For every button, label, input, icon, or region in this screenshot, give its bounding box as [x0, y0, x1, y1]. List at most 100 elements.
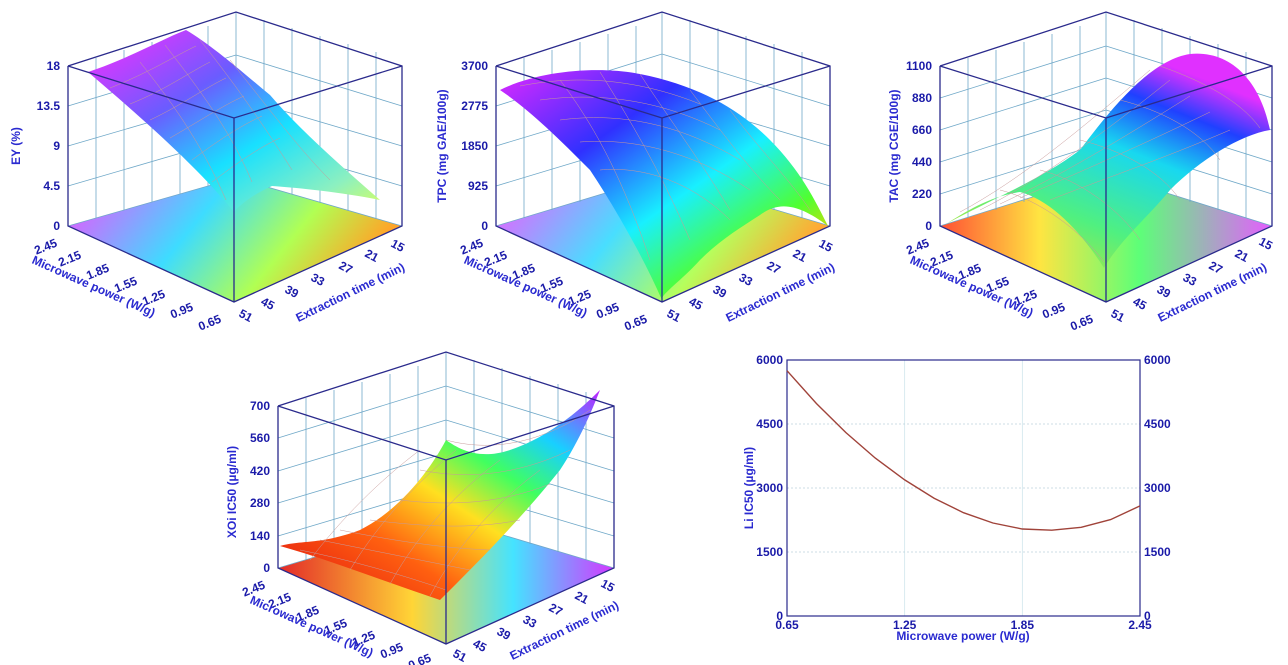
tpc-z-tick: 925 [468, 179, 488, 193]
tac-z-tick: 880 [912, 91, 932, 105]
xoi-y-tick: 51 [451, 646, 470, 665]
tac-z-tick: 660 [912, 123, 932, 137]
ey-z-tick: 13.5 [37, 99, 61, 113]
xoi-y-tick: 45 [471, 636, 490, 655]
tpc-z-axis-label: TPC (mg GAE/100g) [435, 89, 449, 202]
xoi-z-tick: 0 [263, 561, 270, 575]
ey-y-tick: 15 [389, 236, 408, 255]
tac-z-tick: 1100 [906, 59, 932, 73]
tpc-y-tick: 21 [791, 246, 810, 265]
panel-tac: 0 220 440 660 880 1100 2.45 2.15 1.85 1.… [887, 11, 1276, 334]
xoi-y-tick: 27 [547, 600, 566, 619]
ey-x-tick: 0.95 [168, 300, 195, 322]
ey-y-tick: 51 [237, 306, 256, 325]
li-y2-tick: 3000 [1144, 481, 1171, 495]
tac-z-axis-label: TAC (mg CGE/100g) [887, 89, 901, 202]
tac-x-tick: 0.65 [1068, 312, 1095, 334]
li-x-axis-label: Microwave power (W/g) [896, 629, 1029, 643]
ey-contour-plane [68, 178, 402, 302]
xoi-y-tick: 39 [495, 624, 514, 643]
tpc-y-axis-label: Extraction time (min) [724, 260, 837, 325]
tpc-y-tick: 45 [687, 294, 706, 313]
li-y-ticks: 0 1500 3000 4500 6000 [756, 353, 783, 623]
tac-y-tick: 21 [1233, 246, 1252, 265]
tpc-z-tick: 2775 [461, 99, 488, 113]
tac-z-tick: 0 [925, 219, 932, 233]
panel-li: 0 1500 3000 4500 6000 0 1500 3000 4500 6… [742, 353, 1171, 643]
tpc-y-ticks: 15 21 27 33 39 45 51 [665, 236, 836, 325]
tac-z-tick: 440 [912, 155, 932, 169]
tpc-z-tick: 1850 [461, 139, 488, 153]
xoi-y-tick: 33 [521, 612, 540, 631]
tac-x-ticks: 2.45 2.15 1.85 1.55 1.25 0.95 0.65 [904, 236, 1095, 334]
li-y2-tick: 1500 [1144, 545, 1171, 559]
ey-y-tick: 21 [363, 246, 382, 265]
ey-y-ticks: 15 21 27 33 39 45 51 [237, 236, 408, 325]
xoi-y-tick: 15 [599, 576, 618, 595]
li-x-tick: 1.25 [893, 618, 917, 632]
li-y-tick: 6000 [756, 353, 783, 367]
li-y2-tick: 0 [1144, 609, 1151, 623]
xoi-z-tick: 700 [250, 399, 270, 413]
ey-y-tick: 39 [283, 282, 302, 301]
li-x-tick: 0.65 [775, 618, 799, 632]
li-y-tick: 1500 [756, 545, 783, 559]
tac-surface [946, 53, 1270, 268]
li-grid [786, 359, 1141, 617]
tpc-z-tick: 0 [481, 219, 488, 233]
ey-y-tick: 27 [337, 258, 356, 277]
ey-z-axis-label: EY (%) [9, 127, 23, 165]
tpc-x-tick: 0.65 [622, 312, 649, 334]
xoi-z-tick: 280 [250, 496, 270, 510]
tpc-y-tick: 39 [711, 282, 730, 301]
tac-y-tick: 39 [1155, 282, 1174, 301]
panel-ey: 0 4.5 9 13.5 18 2.45 2.15 1.85 1.55 1.25… [9, 11, 408, 334]
tac-x-tick: 0.95 [1040, 300, 1067, 322]
tpc-y-tick: 33 [737, 270, 756, 289]
tac-y-tick: 27 [1207, 258, 1226, 277]
li-y2-ticks: 0 1500 3000 4500 6000 [1144, 353, 1171, 623]
xoi-z-tick: 420 [250, 464, 270, 478]
ey-y-tick: 45 [259, 294, 278, 313]
xoi-y-ticks: 15 21 27 33 39 45 51 [451, 576, 618, 665]
ey-z-tick: 18 [47, 59, 61, 73]
tpc-y-tick: 27 [765, 258, 784, 277]
li-y-tick: 3000 [756, 481, 783, 495]
panel-xoi: 0 140 280 420 560 700 2.45 2.15 1.85 1.5… [225, 351, 621, 665]
tpc-z-tick: 3700 [461, 59, 488, 73]
xoi-z-tick: 560 [250, 431, 270, 445]
li-y2-tick: 6000 [1144, 353, 1171, 367]
panel-tpc: 0 925 1850 2775 3700 2.45 2.15 1.85 1.55… [435, 11, 837, 334]
li-y2-tick: 4500 [1144, 417, 1171, 431]
xoi-y-tick: 21 [573, 588, 592, 607]
xoi-z-tick: 140 [250, 529, 270, 543]
tac-y-tick: 15 [1257, 234, 1276, 253]
tpc-z-ticks: 0 925 1850 2775 3700 [461, 59, 488, 233]
tac-y-ticks: 15 21 27 33 39 45 51 [1109, 234, 1276, 325]
xoi-z-axis-label: XOi IC50 (µg/ml) [225, 446, 239, 538]
ey-z-tick: 9 [53, 139, 60, 153]
xoi-x-tick: 0.95 [378, 640, 405, 662]
tpc-surface [500, 70, 828, 300]
li-x-tick: 2.45 [1128, 618, 1152, 632]
li-y-tick: 4500 [756, 417, 783, 431]
tac-z-tick: 220 [912, 187, 932, 201]
tpc-y-tick: 51 [665, 306, 684, 325]
li-plot-frame [786, 359, 1141, 617]
tac-y-tick: 33 [1181, 270, 1200, 289]
tac-y-tick: 51 [1109, 306, 1128, 325]
tac-z-ticks: 0 220 440 660 880 1100 [906, 59, 932, 233]
li-y-tick: 0 [776, 609, 783, 623]
li-x-tick: 1.85 [1011, 618, 1035, 632]
li-y-axis-label: Li IC50 (µg/ml) [742, 447, 756, 529]
tpc-y-tick: 15 [817, 236, 836, 255]
xoi-surface [280, 390, 600, 600]
ey-z-ticks: 0 4.5 9 13.5 18 [37, 59, 61, 233]
ey-y-tick: 33 [309, 270, 328, 289]
li-x-ticks: 0.65 1.25 1.85 2.45 [775, 618, 1152, 632]
tpc-x-tick: 0.95 [594, 300, 621, 322]
ey-x-tick: 0.65 [196, 312, 223, 334]
ey-z-tick: 4.5 [43, 179, 60, 193]
ey-z-tick: 0 [53, 219, 60, 233]
